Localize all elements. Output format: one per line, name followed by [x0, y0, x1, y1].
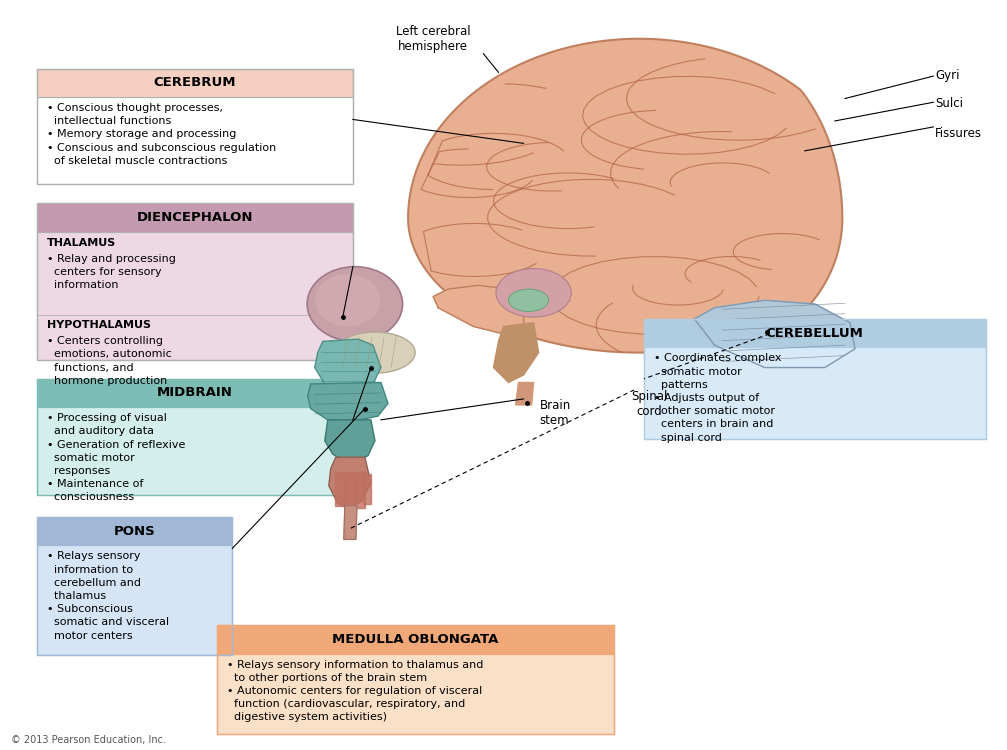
Polygon shape [344, 472, 354, 509]
FancyBboxPatch shape [36, 203, 352, 232]
Text: Fissures: Fissures [936, 127, 982, 140]
Polygon shape [328, 458, 371, 508]
Text: MEDULLA OBLONGATA: MEDULLA OBLONGATA [332, 633, 498, 646]
Polygon shape [315, 339, 381, 388]
FancyBboxPatch shape [218, 626, 614, 654]
Ellipse shape [496, 268, 571, 317]
Text: © 2013 Pearson Education, Inc.: © 2013 Pearson Education, Inc. [11, 735, 166, 745]
Polygon shape [433, 285, 524, 334]
Text: MIDBRAIN: MIDBRAIN [157, 386, 233, 400]
Text: THALAMUS: THALAMUS [46, 238, 116, 248]
Polygon shape [363, 474, 371, 503]
Polygon shape [343, 506, 356, 539]
Text: • Relays sensory information to thalamus and
  to other portions of the brain st: • Relays sensory information to thalamus… [228, 660, 483, 722]
Text: CEREBELLUM: CEREBELLUM [766, 327, 864, 340]
FancyBboxPatch shape [36, 379, 352, 407]
Polygon shape [334, 472, 344, 506]
FancyBboxPatch shape [218, 654, 614, 734]
FancyBboxPatch shape [36, 545, 233, 656]
Text: Sulci: Sulci [936, 97, 964, 110]
Text: • Relays sensory
  information to
  cerebellum and
  thalamus
• Subconscious
  s: • Relays sensory information to cerebell… [46, 551, 169, 640]
Text: Gyri: Gyri [936, 69, 960, 82]
Ellipse shape [307, 267, 403, 341]
Text: Brain
stem: Brain stem [540, 399, 571, 427]
Ellipse shape [315, 274, 381, 326]
Polygon shape [493, 322, 539, 382]
Polygon shape [308, 382, 388, 422]
Polygon shape [516, 382, 534, 405]
Text: • Centers controlling
  emotions, autonomic
  functions, and
  hormone productio: • Centers controlling emotions, autonomi… [46, 336, 171, 386]
Text: • Coordinates complex
  somatic motor
  patterns
• Adjusts output of
  other som: • Coordinates complex somatic motor patt… [655, 353, 781, 442]
FancyBboxPatch shape [36, 517, 233, 545]
Text: PONS: PONS [114, 525, 155, 538]
Text: Spinal
cord: Spinal cord [631, 390, 668, 418]
Ellipse shape [334, 332, 415, 374]
FancyBboxPatch shape [644, 347, 986, 439]
Polygon shape [354, 472, 365, 508]
Ellipse shape [509, 289, 549, 311]
Text: • Processing of visual
  and auditory data
• Generation of reflexive
  somatic m: • Processing of visual and auditory data… [46, 413, 185, 503]
FancyBboxPatch shape [36, 97, 352, 184]
Text: • Conscious thought processes,
  intellectual functions
• Memory storage and pro: • Conscious thought processes, intellect… [46, 103, 276, 166]
Text: CEREBRUM: CEREBRUM [153, 76, 236, 89]
FancyBboxPatch shape [644, 319, 986, 347]
Text: • Relay and processing
  centers for sensory
  information: • Relay and processing centers for senso… [46, 254, 175, 290]
FancyBboxPatch shape [36, 69, 352, 97]
FancyBboxPatch shape [36, 407, 352, 494]
FancyBboxPatch shape [36, 232, 352, 360]
Text: HYPOTHALAMUS: HYPOTHALAMUS [46, 320, 151, 330]
Polygon shape [408, 39, 842, 352]
Polygon shape [324, 420, 375, 461]
Polygon shape [694, 300, 855, 368]
Text: DIENCEPHALON: DIENCEPHALON [137, 211, 253, 224]
Text: Left cerebral
hemisphere: Left cerebral hemisphere [396, 26, 470, 53]
